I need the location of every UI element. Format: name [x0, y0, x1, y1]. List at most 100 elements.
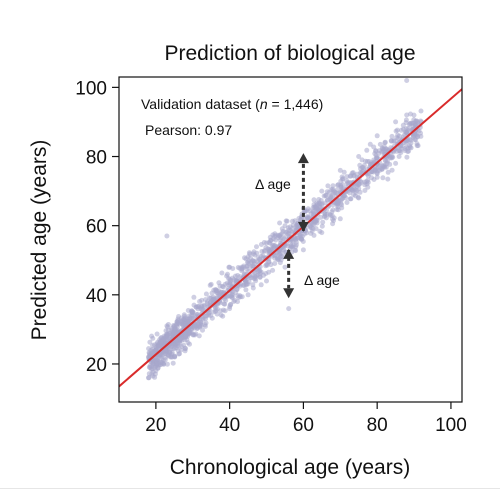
data-point: [347, 196, 353, 202]
data-point: [395, 132, 401, 138]
data-point: [150, 373, 156, 379]
data-point: [356, 154, 362, 159]
data-point: [278, 251, 283, 257]
data-point: [356, 186, 362, 192]
data-point: [190, 332, 196, 338]
data-point: [170, 330, 176, 336]
data-point: [404, 78, 410, 83]
dataset-n-symbol: n: [260, 96, 268, 112]
data-point: [344, 178, 350, 184]
data-point: [154, 331, 160, 337]
data-point: [343, 195, 349, 201]
data-point: [216, 280, 222, 286]
y-axis-label: Predicted age (years): [28, 140, 51, 341]
data-point: [254, 244, 259, 250]
data-point: [365, 177, 371, 183]
data-point: [264, 278, 269, 284]
data-point: [412, 122, 418, 128]
data-point: [188, 316, 194, 322]
data-point: [382, 140, 388, 146]
plot-frame: [118, 76, 463, 403]
y-axis-ticks: 20 40 60 80 100: [75, 78, 119, 376]
data-point: [340, 182, 346, 188]
delta-arrow-head: [297, 153, 309, 164]
data-point: [219, 270, 225, 276]
data-point: [237, 274, 243, 280]
data-point: [367, 141, 373, 147]
data-point: [242, 255, 247, 261]
data-point: [195, 303, 201, 309]
data-point: [217, 290, 223, 296]
data-point: [257, 274, 263, 280]
data-point: [404, 154, 410, 160]
data-point: [381, 144, 387, 150]
dataset-annotation: Validation dataset (n = 1,446): [141, 96, 323, 112]
data-point: [344, 200, 350, 205]
data-point: [218, 308, 224, 314]
data-point: [150, 335, 156, 341]
data-point: [178, 319, 184, 325]
data-point: [389, 167, 395, 173]
data-point: [277, 260, 283, 266]
delta-arrow-head: [283, 288, 295, 299]
data-point: [339, 174, 345, 180]
data-point: [318, 214, 324, 220]
data-point: [146, 353, 152, 359]
data-point: [235, 299, 240, 305]
data-point: [393, 119, 399, 125]
data-point: [272, 261, 278, 266]
data-point: [196, 318, 202, 324]
data-point: [365, 184, 371, 190]
data-point: [393, 160, 399, 166]
data-point: [172, 354, 178, 360]
data-point: [244, 259, 250, 265]
data-point: [394, 148, 400, 154]
data-point: [389, 133, 395, 139]
data-point: [364, 147, 370, 153]
data-point: [313, 217, 319, 223]
data-point: [330, 186, 336, 192]
data-point: [337, 216, 343, 222]
data-point: [213, 305, 218, 311]
delta-label-upper: Δ age: [255, 176, 291, 192]
data-point: [203, 291, 209, 297]
data-point: [318, 198, 324, 203]
x-axis-ticks: 20 40 60 80 100: [145, 402, 467, 436]
delta-arrow-head: [283, 248, 295, 259]
data-point: [385, 169, 391, 175]
data-point: [266, 239, 272, 245]
data-point: [385, 176, 391, 182]
data-point: [277, 220, 283, 226]
data-point: [380, 175, 386, 181]
data-point: [365, 173, 371, 179]
data-point: [290, 218, 295, 224]
dataset-prefix: Validation dataset (: [141, 96, 260, 112]
data-point: [393, 128, 399, 134]
data-point: [229, 292, 235, 298]
x-tick-label: 20: [145, 415, 166, 436]
regression-line: [119, 88, 462, 388]
data-point: [164, 361, 170, 367]
data-point: [398, 127, 404, 133]
data-point: [328, 212, 333, 218]
data-point: [201, 304, 207, 309]
dataset-count: = 1,446): [268, 96, 324, 112]
data-point: [247, 251, 253, 257]
data-point: [249, 263, 255, 269]
data-point: [362, 188, 368, 193]
y-tick-label: 60: [86, 217, 107, 238]
y-tick-label: 100: [75, 78, 107, 99]
delta-label-lower: Δ age: [304, 272, 340, 288]
data-point: [276, 233, 282, 239]
x-axis-label: Chronological age (years): [170, 456, 410, 479]
data-point: [209, 290, 215, 296]
data-point: [403, 117, 409, 123]
data-point: [304, 215, 310, 221]
data-point: [245, 292, 251, 298]
data-point: [298, 236, 304, 242]
data-point: [268, 262, 274, 268]
data-point: [293, 244, 299, 250]
data-point: [182, 348, 188, 354]
data-point: [352, 193, 358, 199]
data-point: [286, 231, 292, 237]
